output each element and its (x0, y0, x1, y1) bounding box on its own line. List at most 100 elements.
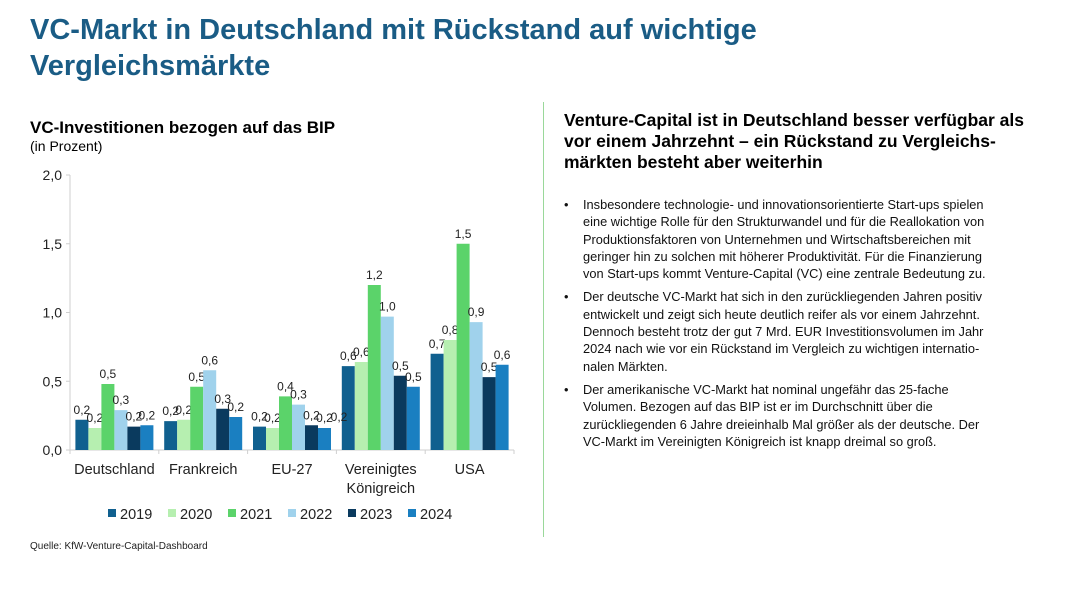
bullet-text-line: entwickelt und zeigt sich heute deutlich… (583, 306, 980, 322)
bullet-text-line: Der amerikanische VC-Markt hat nominal u… (583, 381, 949, 397)
legend-label: 2020 (180, 507, 212, 523)
bullet-icon: • (564, 381, 569, 397)
data-label: 0,2 (251, 410, 268, 424)
bar-2023 (127, 426, 141, 450)
bullet-item: • Der deutsche VC-Markt hat sich in den z… (564, 288, 1064, 374)
data-label: 0,4 (277, 379, 294, 393)
bar-2020 (443, 340, 457, 450)
bar-2021 (367, 285, 381, 450)
y-tick-label: 1,0 (43, 305, 63, 321)
bar-2021 (279, 396, 292, 450)
bullet-text-line: Produktionsfaktoren von Unternehmen und … (583, 231, 971, 247)
data-label: 0,5 (481, 360, 498, 374)
bullet-text-line: nalen Märkten. (583, 358, 668, 374)
bullet-list: • Insbesondere technologie- und innovatio… (564, 196, 1064, 456)
bullet-text-line: Insbesondere technologie- und innovation… (583, 197, 984, 212)
data-label: 0,6 (340, 349, 357, 363)
legend-label: 2024 (420, 507, 452, 523)
bar-2020 (88, 428, 102, 450)
data-label: 0,6 (494, 348, 511, 362)
data-label: 1,0 (379, 300, 396, 314)
bar-2022 (114, 410, 128, 450)
data-label: 0,3 (214, 392, 231, 406)
data-label: 0,5 (100, 367, 117, 381)
bullet-text-line: eine wichtige Rolle für den Strukturwand… (583, 214, 985, 230)
bar-2024 (140, 425, 154, 450)
y-tick-label: 0,5 (43, 373, 63, 389)
y-tick-label: 2,0 (43, 167, 63, 183)
bullet-item: • Insbesondere technologie- und innovatio… (564, 196, 1064, 282)
data-label: 0,3 (113, 393, 130, 407)
legend-label: 2021 (240, 507, 272, 523)
bullet-text-line: 2024 nach wie vor ein Rückstand im Vergl… (583, 341, 980, 357)
data-label: 1,5 (455, 227, 472, 241)
divider (543, 102, 544, 537)
bar-2023 (216, 408, 230, 450)
data-label: 0,2 (139, 408, 156, 422)
category-label: Frankreich (169, 462, 238, 478)
bar-2024 (318, 428, 331, 450)
bar-2024 (229, 417, 243, 450)
data-label: 0,6 (353, 345, 370, 359)
data-label: 0,7 (429, 337, 446, 351)
data-label: 0,2 (227, 400, 244, 414)
data-label: 0,5 (392, 359, 409, 373)
bullet-text-line: von Start-ups kommt Venture-Capital (VC)… (583, 266, 986, 282)
data-label: 1,2 (366, 268, 383, 282)
bar-2019 (341, 366, 355, 450)
y-tick-label: 0,0 (43, 442, 63, 458)
category-label: Königreich (347, 481, 416, 497)
legend-swatch (108, 509, 116, 517)
bar-2023 (393, 375, 407, 450)
bullet-text-line: VC-Markt im Vereinigten Königreich ist k… (583, 433, 937, 449)
data-label: 0,2 (87, 411, 104, 425)
bar-2022 (292, 404, 305, 450)
bar-2019 (430, 353, 444, 450)
data-label: 0,9 (468, 305, 485, 319)
category-label: USA (455, 462, 485, 478)
source-note: Quelle: KfW-Venture-Capital-Dashboard (30, 541, 208, 552)
bullet-text-line: zurückliegenden 6 Jahre dreieinhalb Mal … (583, 416, 980, 432)
legend-swatch (288, 509, 296, 517)
data-label: 0,3 (290, 388, 307, 402)
data-label: 0,2 (316, 411, 333, 425)
bar-2023 (482, 377, 496, 450)
heading-line: vor einem Jahrzehnt – ein Rückstand zu V… (564, 131, 996, 151)
bar-2021 (456, 243, 470, 450)
bullet-text-line: Der deutsche VC-Markt hat sich in den zu… (583, 289, 983, 305)
bar-2021 (101, 384, 115, 450)
category-label: EU-27 (271, 462, 312, 478)
bar-2019 (164, 421, 178, 450)
category-label: Deutschland (74, 462, 155, 478)
chart-subtitle: (in Prozent) (30, 138, 103, 154)
chart-title: VC-Investitionen bezogen auf das BIP (30, 118, 336, 137)
legend-swatch (168, 509, 176, 517)
bullet-text-line: geringer hin zu solchen mit höherer Prod… (583, 248, 983, 264)
page-title: VC-Markt in Deutschland mit Rückstand au… (30, 14, 757, 82)
bar-2024 (495, 364, 509, 450)
heading-line: märkten besteht aber weiterhin (564, 152, 823, 172)
bar-2022 (203, 370, 217, 450)
bar-2019 (253, 426, 266, 450)
bar-2020 (177, 419, 191, 450)
section-heading: Venture-Capital ist in Deutschland besse… (564, 110, 1064, 173)
data-label: 0,5 (188, 370, 205, 384)
y-tick-label: 1,5 (43, 236, 63, 252)
legend-swatch (408, 509, 416, 517)
data-label: 0,2 (264, 411, 281, 425)
legend-swatch (228, 509, 236, 517)
bar-2022 (469, 322, 483, 450)
bar-2022 (380, 316, 394, 450)
bullet-item: • Der amerikanische VC-Markt hat nominal … (564, 381, 1064, 450)
bullet-icon: • (564, 197, 569, 212)
data-label: 0,5 (405, 370, 422, 384)
bar-2019 (75, 419, 89, 450)
bullet-text-line: Volumen. Bezogen auf das BIP ist er im D… (583, 399, 933, 415)
legend-label: 2019 (120, 507, 152, 523)
bullet-text-line: Dennoch besteht trotz der gut 7 Mrd. EUR… (583, 324, 984, 340)
bar-2021 (190, 386, 204, 450)
bar-2023 (305, 425, 318, 450)
data-label: 0,2 (126, 410, 143, 424)
data-label: 0,2 (175, 403, 192, 417)
data-label: 0,2 (74, 403, 91, 417)
